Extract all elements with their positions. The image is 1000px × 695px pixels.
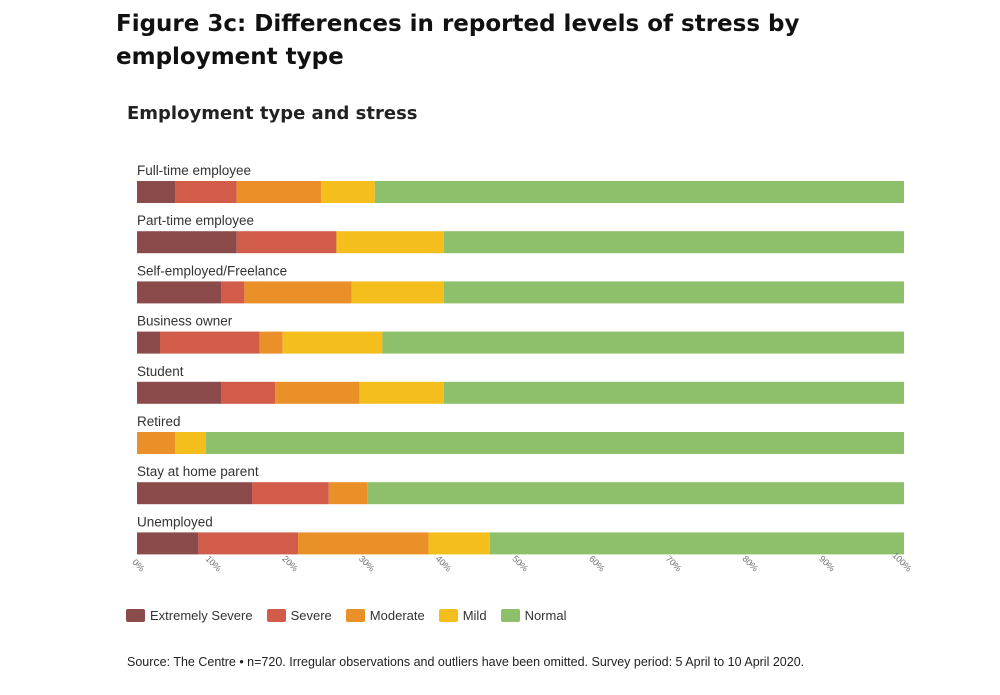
bar-full-time-employee-mild [321,181,375,203]
x-tick-label: 30% [357,554,377,574]
x-tick-label: 80% [740,554,760,574]
bar-self-employed-freelance-severe [221,281,245,304]
legend-label: Normal [524,608,567,623]
bar-segments [137,181,905,555]
category-label-retired: Retired [137,414,181,429]
legend-swatch-severe [266,609,286,622]
bar-retired-moderate [137,432,176,454]
category-label-business-owner: Business owner [137,314,233,329]
bar-self-employed-freelance-moderate [244,281,352,304]
category-labels: Full-time employee Part-time employee Self… [137,163,287,529]
bar-business-owner-moderate [259,331,283,354]
bar-retired-normal [206,432,904,454]
x-tick-label: 70% [664,554,684,574]
figure-title: Figure 3c: Differences in reported level… [116,11,800,70]
legend-swatch-normal [500,609,520,622]
x-tick-label: 20% [280,554,300,574]
x-tick-label: 90% [817,554,837,574]
bar-full-time-employee-extremely-severe [137,181,176,203]
bar-business-owner-severe [160,331,260,354]
x-tick-label: 40% [434,554,454,574]
legend-item: Severe [266,608,332,623]
category-label-full-time-employee: Full-time employee [137,163,251,178]
bar-student-moderate [275,381,360,404]
bar-student-mild [359,381,444,404]
bar-part-time-employee-severe [236,231,337,254]
legend-item: Moderate [345,608,425,623]
bar-unemployed-severe [198,532,299,555]
bar-part-time-employee-mild [336,231,444,254]
legend-swatch-extremely-severe [126,609,145,622]
category-label-part-time-employee: Part-time employee [137,213,254,228]
x-tick-label: 50% [510,554,530,574]
source-note: Source: The Centre • n=720. Irregular ob… [127,655,805,669]
legend: Extremely Severe Severe Moderate Mild No… [126,608,566,623]
category-label-student: Student [137,364,184,379]
legend-label: Mild [462,608,487,623]
legend-label: Extremely Severe [150,608,253,623]
x-tick-label: 60% [587,554,607,574]
legend-item: Mild [438,608,487,623]
bar-unemployed-extremely-severe [137,532,199,555]
bar-unemployed-moderate [298,532,429,555]
bar-stay-at-home-parent-moderate [328,482,368,505]
bar-unemployed-mild [428,532,490,555]
category-label-self-employed-freelance: Self-employed/Freelance [137,263,287,278]
bar-self-employed-freelance-mild [351,281,444,304]
legend-label: Severe [290,608,332,623]
bar-part-time-employee-extremely-severe [137,231,237,254]
bar-business-owner-extremely-severe [137,331,161,354]
legend-swatch-moderate [345,609,365,622]
bar-full-time-employee-severe [175,181,237,203]
bar-unemployed-normal [489,532,904,555]
bar-part-time-employee-normal [443,231,904,254]
bar-business-owner-normal [382,331,904,354]
legend-label: Moderate [369,608,425,623]
x-tick-label: 10% [204,554,224,574]
bar-stay-at-home-parent-severe [252,482,329,505]
bar-business-owner-mild [282,331,383,354]
category-label-unemployed: Unemployed [137,514,213,529]
bar-self-employed-freelance-extremely-severe [137,281,222,304]
bar-full-time-employee-normal [374,181,904,203]
bar-student-normal [443,381,904,404]
bar-student-severe [221,381,276,404]
legend-item: Normal [500,608,567,623]
bar-student-extremely-severe [137,381,222,404]
category-label-stay-at-home-parent: Stay at home parent [137,464,259,479]
legend-item: Extremely Severe [126,608,253,623]
bar-stay-at-home-parent-normal [367,482,905,505]
bar-full-time-employee-moderate [236,181,322,203]
bar-self-employed-freelance-normal [443,281,904,304]
x-tick-label: 100% [890,550,913,573]
bar-stay-at-home-parent-extremely-severe [137,482,253,505]
stacked-bar-chart: Full-time employee Part-time employee Self… [130,163,913,574]
x-tick-label: 0% [130,557,146,573]
legend-swatch-mild [438,609,458,622]
bar-retired-mild [175,432,207,454]
chart-title: Employment type and stress [127,103,418,124]
